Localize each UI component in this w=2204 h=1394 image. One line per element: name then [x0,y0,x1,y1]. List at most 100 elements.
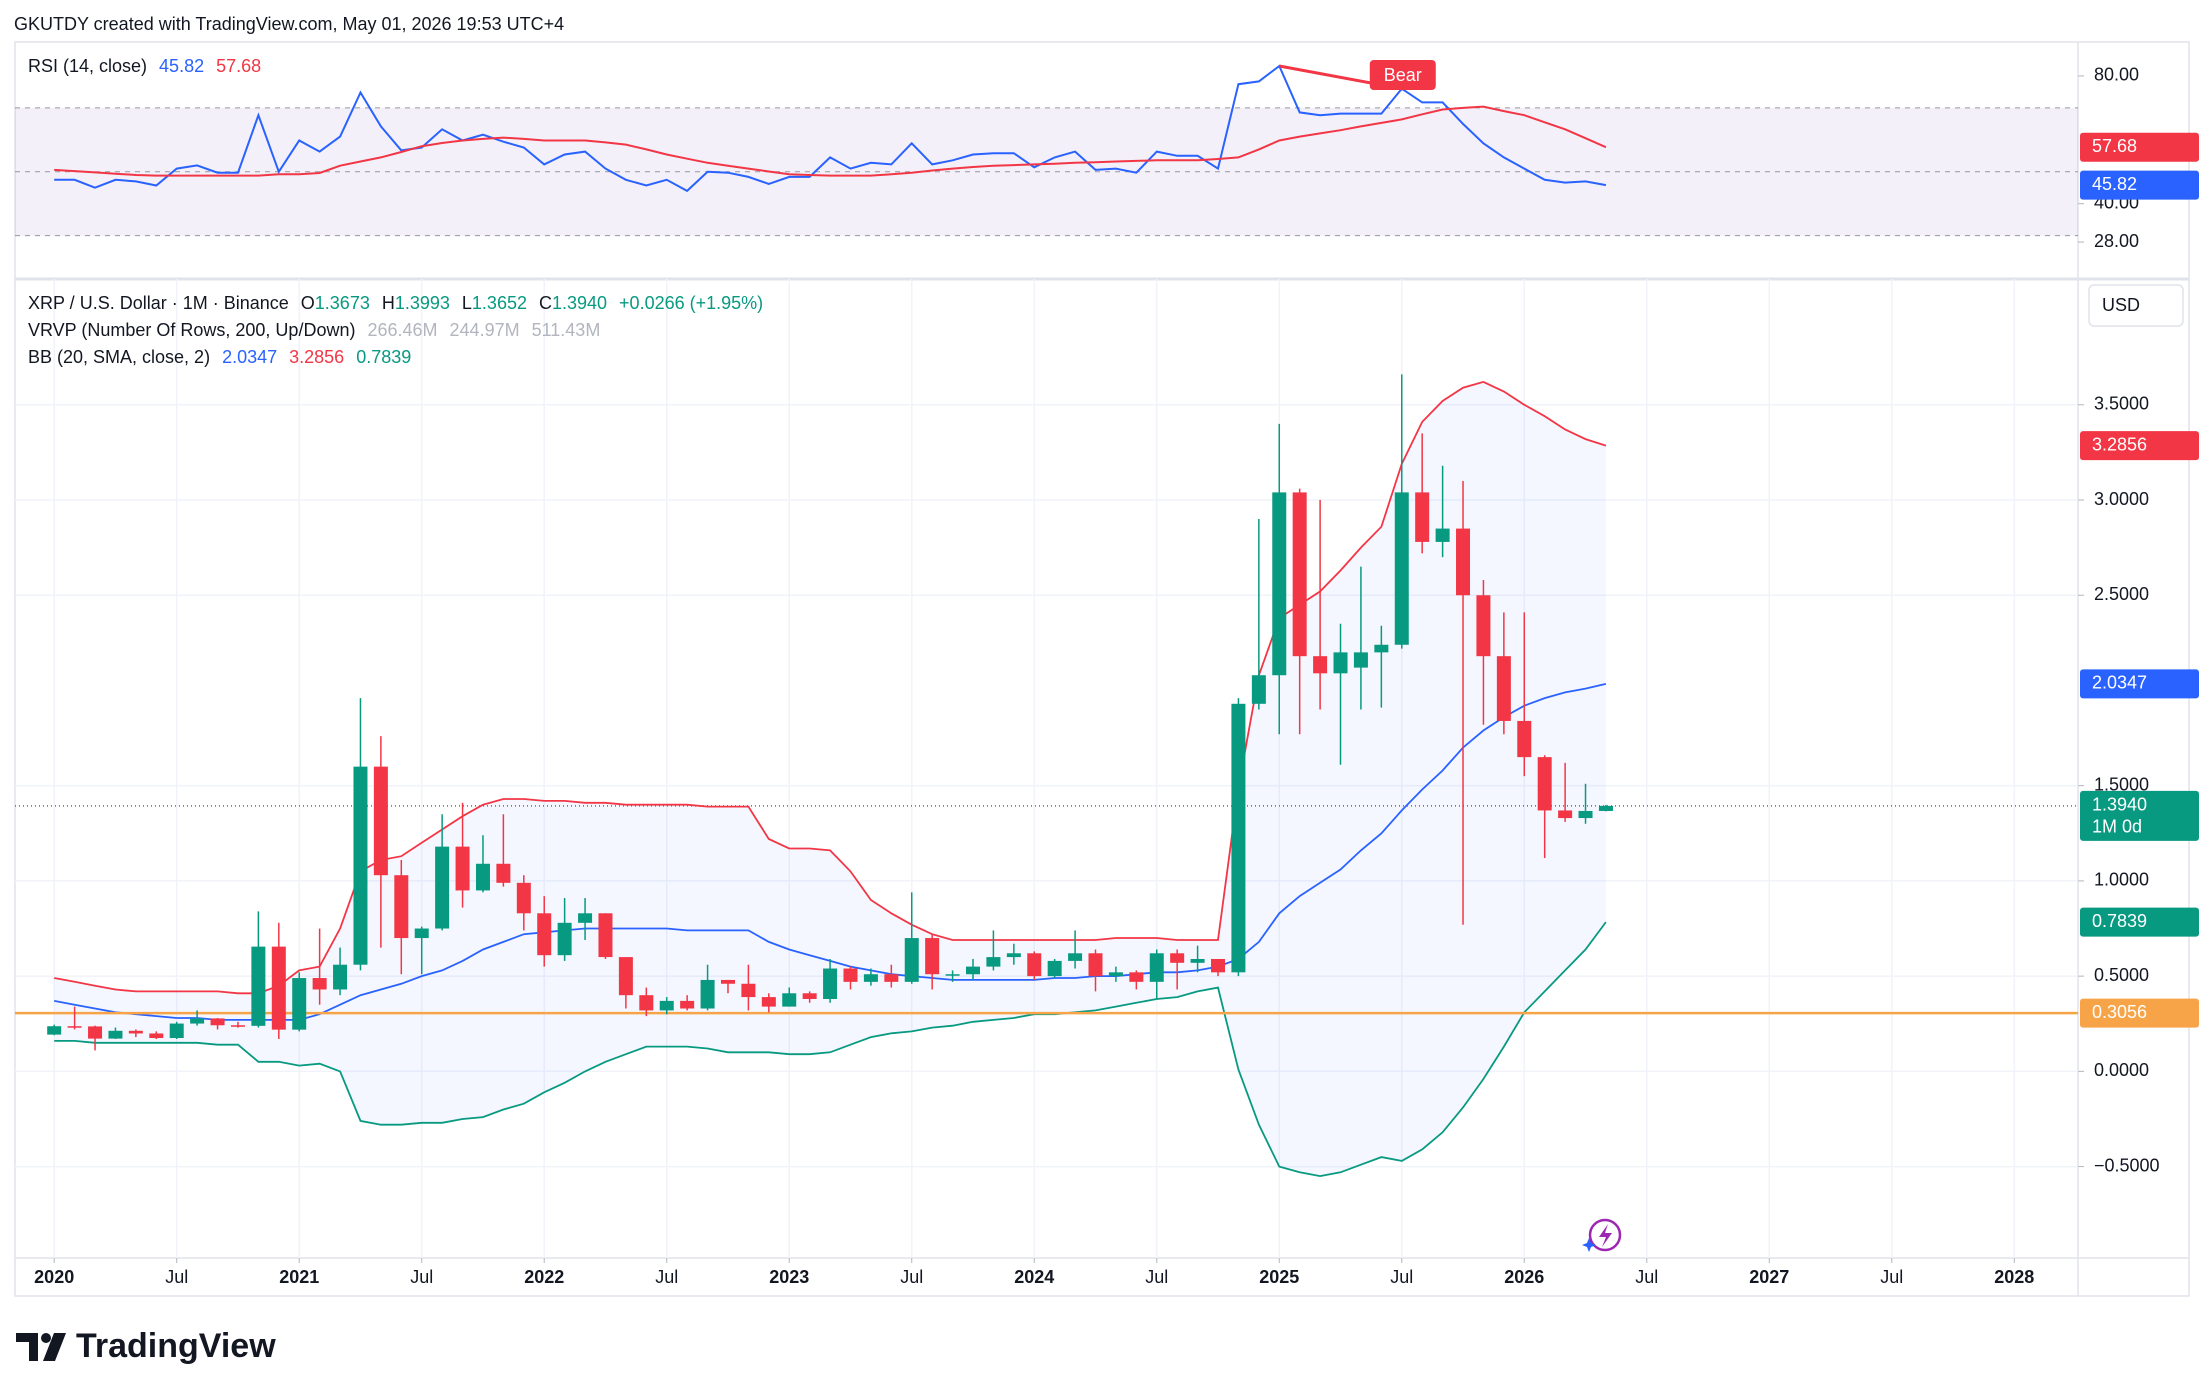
x-tick-label: Jul [410,1267,433,1287]
candle-body [108,1030,123,1039]
candle-body [1496,656,1511,721]
candle-body [782,993,797,1007]
bollinger-value: 3.2856 [289,347,344,367]
x-tick-label: Jul [165,1267,188,1287]
currency-button[interactable] [2088,284,2184,327]
candle-body [1415,492,1430,542]
currency-label[interactable]: USD [2102,295,2140,315]
bollinger-line [54,380,1607,995]
y-tick-label: 2.5000 [2094,584,2149,604]
ohlc-key: C [539,293,552,313]
candle-body [537,913,552,956]
candle-body [965,966,980,975]
candle-body [945,974,960,976]
candle-body [1088,953,1103,977]
candle-body [1353,652,1368,668]
candle-body [1476,595,1491,657]
candle-body [210,1018,225,1026]
candle-body [47,1026,62,1035]
price-change: +0.0266 (+1.95%) [619,293,763,313]
rsi-badge: 45.82 [2092,174,2137,194]
ohlc-key: H [382,293,395,313]
bollinger-value: 0.7839 [356,347,411,367]
assistant-icon[interactable] [1582,1218,1622,1252]
candle-body [333,964,348,990]
candle-body [1047,960,1062,977]
candle-body [1435,528,1450,542]
candle-body [251,946,266,1026]
candle-body [128,1030,143,1034]
bollinger-value: 2.0347 [222,347,277,367]
vrvp-legend: VRVP (Number Of Rows, 200, Up/Down) 266.4… [28,320,600,340]
candle-body [598,913,613,958]
candle-body [496,863,511,883]
rsi-legend-title: RSI (14, close) [28,56,147,76]
candle-body [1149,953,1164,982]
ohlc-value: 1.3940 [552,293,607,313]
x-tick-label: 2026 [1504,1267,1544,1287]
candle-body [455,846,470,891]
x-tick-label: Jul [655,1267,678,1287]
candle-body [271,946,286,1030]
last-price-badge-bg [2080,790,2199,841]
icon-sparkle[interactable] [1582,1238,1596,1252]
candle-body [863,974,878,982]
annotation-label: Bear [1384,65,1422,85]
candle-body [1272,492,1287,676]
candle-body [741,983,756,998]
rsi-legend-value: 57.68 [216,56,261,76]
icon-bolt[interactable] [1599,1224,1612,1247]
candle-body [475,863,490,891]
candle-body [1558,810,1573,819]
candle-body [292,978,307,1030]
candle-body [823,968,838,999]
candle-body [1211,958,1226,973]
candle-body [1231,703,1246,973]
rsi-badge-bg [2080,132,2199,162]
rsi-badge: 57.68 [2092,136,2137,156]
x-tick-label: 2027 [1749,1267,1789,1287]
y-tick-label: 1.0000 [2094,870,2149,890]
bollinger-title: BB (20, SMA, close, 2) [28,347,210,367]
ohlc-value: 1.3993 [395,293,450,313]
x-tick-label: 2028 [1994,1267,2034,1287]
x-tick-label: 2023 [769,1267,809,1287]
poc-badge-bg [2080,998,2199,1028]
logo-t [16,1333,38,1361]
last-price-badge-sub: 1M 0d [2092,817,2142,837]
bollinger-line [54,921,1607,1178]
candle-body [843,968,858,982]
icon-ring[interactable] [1588,1218,1622,1252]
candle-body [925,938,940,975]
x-tick-label: Jul [1390,1267,1413,1287]
frame [14,41,2190,1297]
brand-name: TradingView [76,1327,276,1365]
vrvp-value: 511.43M [532,320,601,340]
band-fill [54,381,1606,1177]
rsi-legend-value: 45.82 [159,56,204,76]
bollinger-badge-bg [2080,431,2199,461]
candle-body [639,995,654,1011]
bollinger-badge: 3.2856 [2092,434,2147,454]
bollinger-badge-bg [2080,669,2199,699]
candle-body [1251,675,1266,704]
poc-badge: 0.3056 [2092,1002,2147,1022]
candle-body [1027,953,1042,977]
candle-body [312,978,327,990]
candle-body [720,979,735,984]
candle-body [1537,757,1552,811]
x-tick-label: Jul [1635,1267,1658,1287]
candle-body [1374,644,1389,653]
candle-body [435,846,450,929]
logo-v [43,1333,66,1361]
y-tick-label: 0.0000 [2094,1060,2149,1080]
vrvp-value: 244.97M [450,320,520,340]
ohlc-key: L [462,293,472,313]
candle-body [1292,492,1307,657]
candle-body [230,1025,245,1027]
y-tick-label: −0.5000 [2094,1155,2160,1175]
candle-body [1129,972,1144,982]
x-tick-label: Jul [900,1267,923,1287]
candle-body [1190,958,1205,963]
